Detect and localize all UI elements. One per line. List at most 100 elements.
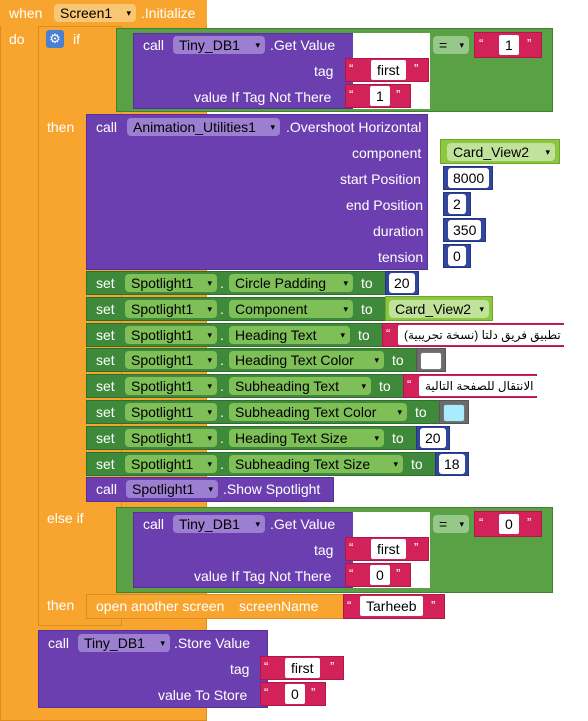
set-component-dropdown[interactable]: Spotlight1 ▾ (125, 403, 217, 421)
show-component-label: Spotlight1 (132, 481, 195, 497)
set-property-dropdown[interactable]: Subheading Text Size ▾ (229, 455, 403, 473)
quote-close: ” (550, 326, 555, 341)
number-value[interactable]: 2 (448, 194, 466, 214)
quote-close: ” (396, 87, 401, 102)
param-label-start: start Position (340, 171, 421, 187)
quote-close: ” (527, 515, 532, 530)
then-label: then (47, 119, 75, 135)
db-component-dropdown[interactable]: Tiny_DB1 ▾ (173, 36, 265, 54)
event-component-dropdown[interactable]: Screen1 ▾ (54, 4, 136, 22)
anim-component-dropdown[interactable]: Animation_Utilities1 ▾ (127, 118, 280, 136)
store-db-dropdown[interactable]: Tiny_DB1 ▾ (78, 634, 170, 652)
chevron-down-icon: ▾ (207, 330, 212, 340)
set-property-dropdown[interactable]: Subheading Text ▾ (229, 377, 371, 395)
db-component-dropdown[interactable]: Tiny_DB1 ▾ (173, 515, 265, 533)
set-label: set (96, 301, 115, 317)
set-component-dropdown[interactable]: Spotlight1 ▾ (125, 274, 217, 292)
set-label: set (96, 378, 115, 394)
set-property-dropdown[interactable]: Heading Text ▾ (229, 326, 350, 344)
set-component-dropdown[interactable]: Spotlight1 ▾ (125, 377, 217, 395)
quote-open: “ (349, 540, 354, 555)
text-string-value[interactable]: الانتقال للصفحة التالية (419, 376, 540, 396)
screen-name-label: screenName (239, 598, 319, 614)
default-string-value[interactable]: 0 (370, 565, 390, 585)
number-value[interactable]: 350 (448, 220, 482, 240)
screen-name-value[interactable]: Tarheeb (360, 596, 423, 616)
do-label: do (9, 31, 25, 47)
set-component-dropdown[interactable]: Spotlight1 ▾ (125, 351, 217, 369)
quote-close: ” (414, 540, 419, 555)
quote-open: “ (479, 36, 484, 51)
set-component-dropdown[interactable]: Spotlight1 ▾ (125, 429, 217, 447)
set-component-dropdown[interactable]: Spotlight1 ▾ (125, 326, 217, 344)
to-label: to (361, 301, 373, 317)
else-if-label: else if (47, 510, 84, 526)
compare-string-value[interactable]: 0 (499, 514, 519, 534)
tag-string-value[interactable]: first (371, 539, 406, 559)
number-value[interactable]: 0 (448, 246, 466, 266)
number-value[interactable]: 8000 (448, 168, 490, 188)
set-label: set (96, 404, 115, 420)
event-name: .Initialize (141, 5, 196, 21)
quote-close: ” (523, 377, 528, 392)
chevron-down-icon: ▾ (374, 433, 379, 443)
number-value[interactable]: 18 (439, 454, 465, 474)
store-tag-value[interactable]: first (285, 658, 320, 678)
quote-open: “ (349, 87, 354, 102)
compare-op-dropdown[interactable]: = ▾ (433, 36, 469, 54)
chevron-down-icon: ▾ (207, 381, 212, 391)
dot-label: . (220, 301, 224, 317)
param-label-component: component (352, 145, 422, 161)
call-label: call (143, 516, 165, 532)
compare-op-dropdown[interactable]: = ▾ (433, 515, 469, 533)
set-component-label: Spotlight1 (131, 404, 194, 420)
set-property-dropdown[interactable]: Heading Text Color ▾ (229, 351, 384, 369)
compare-string-value[interactable]: 1 (499, 35, 519, 55)
color-swatch[interactable] (420, 352, 442, 370)
set-component-dropdown[interactable]: Spotlight1 ▾ (125, 455, 217, 473)
open-screen-label: open another screen (96, 598, 225, 614)
to-label: to (361, 275, 373, 291)
param-label-duration: duration (373, 223, 424, 239)
number-value[interactable]: 20 (420, 428, 446, 448)
default-string-value[interactable]: 1 (370, 86, 390, 106)
tag-label: tag (314, 542, 334, 558)
when-label: when (9, 5, 43, 21)
set-component-dropdown[interactable]: Spotlight1 ▾ (125, 300, 217, 318)
gear-icon[interactable]: ⚙ (46, 30, 64, 48)
animation-call-block[interactable] (86, 114, 428, 270)
store-tag-label: tag (230, 661, 250, 677)
if-label: if (73, 31, 80, 47)
show-component-dropdown[interactable]: Spotlight1 ▾ (126, 480, 218, 498)
chevron-down-icon: ▾ (207, 459, 212, 469)
anim-method: .Overshoot Horizontal (286, 119, 422, 135)
dot-label: . (220, 378, 224, 394)
quote-open: “ (347, 598, 352, 613)
set-property-dropdown[interactable]: Heading Text Size ▾ (229, 429, 384, 447)
set-property-label: Component (235, 301, 308, 317)
set-property-label: Subheading Text Color (235, 404, 377, 420)
text-string-value[interactable]: تطبيق فريق دلتا (نسخة تجريبية) (398, 325, 567, 345)
number-value[interactable]: 20 (389, 273, 415, 293)
default-label: value If Tag Not There (194, 89, 332, 105)
set-property-dropdown[interactable]: Subheading Text Color ▾ (229, 403, 407, 421)
color-swatch[interactable] (443, 404, 465, 422)
show-method: .Show Spotlight (223, 481, 321, 497)
set-property-dropdown[interactable]: Component ▾ (229, 300, 353, 318)
chevron-down-icon: ▾ (393, 459, 398, 469)
open-screen-block[interactable] (86, 594, 344, 619)
store-value-value[interactable]: 0 (285, 684, 305, 704)
chevron-down-icon: ▾ (340, 330, 345, 340)
set-property-dropdown[interactable]: Circle Padding ▾ (229, 274, 353, 292)
param-label-tension: tension (378, 249, 424, 265)
card-view-dropdown[interactable]: Card_View2 ▾ (447, 143, 555, 161)
call-label: call (48, 635, 70, 651)
chevron-down-icon: ▾ (207, 433, 212, 443)
to-label: to (379, 378, 391, 394)
dot-label: . (220, 430, 224, 446)
chevron-down-icon: ▾ (343, 278, 348, 288)
card-view-dropdown[interactable]: Card_View2 ▾ (389, 300, 489, 318)
chevron-down-icon: ▾ (255, 519, 260, 529)
chevron-down-icon: ▾ (160, 638, 165, 648)
tag-string-value[interactable]: first (371, 60, 406, 80)
